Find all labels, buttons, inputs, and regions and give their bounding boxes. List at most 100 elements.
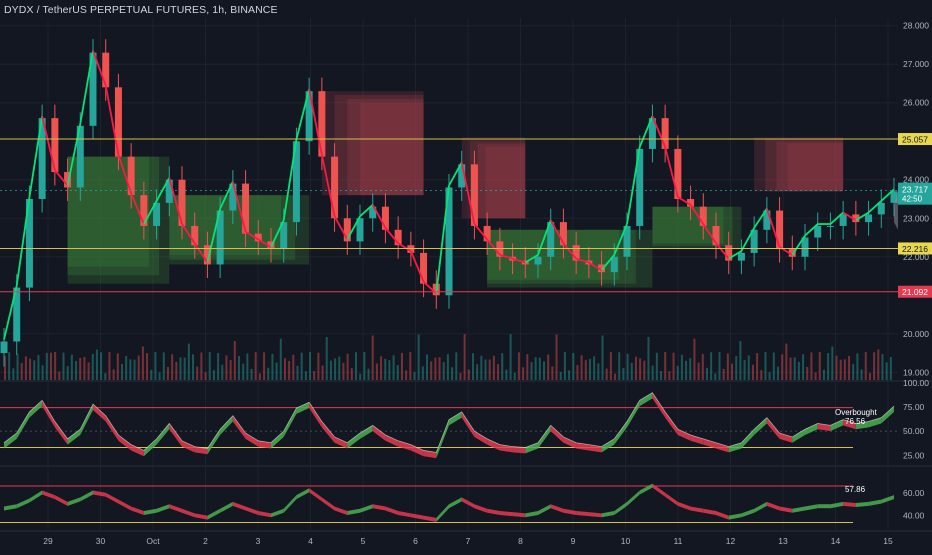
candle-body [292,141,300,223]
signal-line [3,285,18,340]
volume-bar [317,352,320,380]
candle-body [636,148,644,226]
volume-bar [359,373,362,380]
rsi-segment [627,400,640,428]
volume-bar [852,363,855,380]
x-tick-label: 13 [778,536,788,546]
volume-bar [275,362,278,380]
signal-line [880,188,895,202]
rsi-segment [347,433,360,449]
volume-bar [710,352,713,380]
signal-line [66,123,82,186]
candle-body [127,156,135,196]
signal-line [308,89,323,155]
rsi-segment [588,444,602,453]
signal-line [295,89,311,140]
rsi-segment [360,425,373,439]
candle-body [470,164,478,226]
projection-cloud [894,191,898,230]
volume-bar [66,366,69,380]
candle-body [76,125,84,188]
candle-body [788,249,796,257]
candle-body [712,225,720,246]
volume-bar [237,356,240,380]
volume-bar [221,364,224,380]
signal-line [855,211,870,221]
signal-line [130,192,145,225]
volume-bar [158,372,161,380]
level-label-bg [898,242,932,255]
volume-bar [672,352,675,380]
candle-body [699,206,707,226]
rsi-segment [245,433,259,447]
volume-bar [639,358,642,380]
osc-segment [550,504,564,513]
volume-bar [267,367,270,380]
osc-segment [67,497,81,506]
osc-segment [296,488,310,500]
volume-bar [822,369,825,380]
rsi-segment [334,436,348,449]
rsi-segment [538,425,551,449]
osc-segment [105,492,119,504]
volume-bar [806,366,809,380]
volume-bar [146,353,149,380]
rsi-segment [194,446,208,455]
x-tick-label: 15 [883,536,893,546]
candle-body [598,264,606,273]
signal-line [28,116,44,198]
osc-value-label: 57.86 [845,485,866,494]
volume-bar [137,355,140,380]
candle-body [203,245,211,265]
volume-bar [848,355,851,380]
osc-segment [93,490,106,497]
signal-line [359,204,374,217]
volume-bar [647,336,650,380]
rsi-segment [283,408,297,437]
volume-bar [49,352,52,380]
volume-bar [400,352,403,380]
last-price-label: 23.717 [902,185,928,195]
candle-body [254,233,262,242]
volume-bar [338,356,341,380]
signal-line [677,196,692,206]
volume-bar [856,353,859,380]
signal-line [740,227,755,252]
osc-segment [309,488,322,502]
candle-body [534,256,542,265]
volume-bar [751,364,754,380]
volume-bar [70,354,73,380]
volume-bar [614,373,617,380]
volume-bar [873,352,876,380]
volume-bar [547,354,550,380]
osc-segment [843,501,856,508]
rsi-segment [779,433,793,443]
rsi-y-tick: 50.00 [903,426,925,436]
candle-body [839,214,847,226]
osc-segment [54,495,68,506]
volume-bar [655,352,658,380]
volume-bar [555,334,558,380]
signal-line [79,50,94,125]
rsi-segment [576,442,589,451]
candle-body [674,148,682,199]
rsi-segment [156,423,170,445]
rsi-segment [474,431,488,445]
volume-bar [300,352,303,380]
osc-segment [703,508,716,516]
volume-bar [175,361,178,380]
volume-bar [864,352,867,380]
osc-segment [474,504,488,513]
rsi-segment [830,419,844,432]
volume-bar [58,371,61,380]
y-tick-label: 20.000 [903,329,929,339]
osc-segment [194,513,208,520]
candle-body [216,210,224,265]
osc-segment [372,504,386,511]
volume-bar [212,370,215,380]
resistance-zone [485,146,526,219]
volume-bar [120,363,123,380]
x-tick-label: 30 [96,536,106,546]
volume-bar [162,352,165,380]
